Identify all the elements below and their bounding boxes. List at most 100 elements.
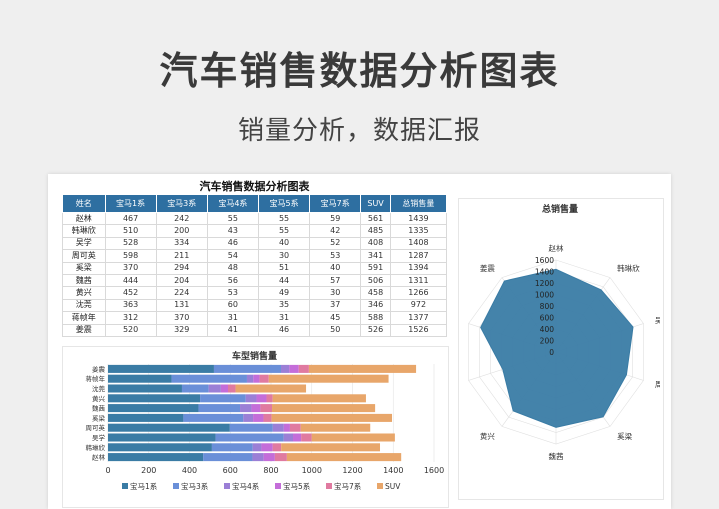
x-tick-label: 600	[223, 466, 238, 475]
value-cell: 53	[206, 286, 259, 300]
value-cell: 30	[257, 249, 311, 263]
bar-segment	[300, 423, 371, 432]
hero-subtitle: 销量分析，数据汇报	[237, 116, 481, 146]
sheet-title: 汽车销售数据分析图表	[199, 180, 310, 193]
bar-segment	[213, 364, 281, 373]
radar-axis-label: 黄兴	[480, 431, 495, 441]
radar-chart: 0 200 400 600 800 1000 1200 1400 1600 赵林韩琳欣吴学周可英奚…	[468, 243, 660, 461]
value-cell: 46	[257, 323, 311, 337]
value-cell: 467	[104, 211, 157, 226]
bar-segment	[261, 443, 273, 452]
value-cell: 520	[104, 323, 157, 337]
legend-swatch	[122, 483, 128, 489]
name-cell: 魏茜	[62, 273, 106, 288]
y-tick-label: 周可英	[86, 423, 106, 432]
value-cell: 54	[206, 249, 259, 263]
value-cell: 1311	[389, 273, 448, 288]
bar-segment	[283, 423, 290, 432]
bar-segment	[228, 384, 236, 393]
value-cell: 242	[155, 211, 208, 226]
value-cell: 510	[104, 224, 157, 238]
table-row: 黄兴 452 224 53 49 30 458 1266	[62, 286, 448, 300]
value-cell: 1335	[389, 224, 448, 238]
stacked-bar-chart: 0 200 400 600 800 1000 1200 1400 1600 赵林韩琳欣吴学周可英奚…	[86, 364, 444, 491]
bar-segment	[252, 453, 264, 462]
name-cell: 姜震	[62, 323, 106, 337]
radar-axis-label: 魏茜	[549, 451, 564, 461]
spreadsheet-panel: 汽车销售数据分析图表 姓名 宝马1系 宝马3系 宝马4系 宝马5系 宝马7系 S…	[48, 174, 671, 509]
name-cell: 蒋帧年	[62, 311, 106, 325]
table-row: 吴学 528 334 46 40 52 408 1408	[62, 236, 448, 251]
value-cell: 31	[257, 311, 311, 325]
value-cell: 370	[155, 311, 208, 325]
value-cell: 131	[155, 298, 208, 313]
table-row: 赵林 467 242 55 55 59 561 1439	[62, 211, 448, 226]
bar-segment	[253, 413, 264, 422]
value-cell: 224	[155, 286, 208, 300]
legend-swatch	[326, 483, 332, 489]
bar-segment	[272, 443, 282, 452]
column-header: 姓名	[62, 194, 106, 213]
bar-segment	[208, 384, 221, 393]
value-cell: 458	[360, 286, 391, 300]
column-header: 宝马7系	[309, 194, 362, 213]
bar-segment	[243, 413, 254, 422]
x-tick-label: 800	[263, 466, 278, 475]
legend-swatch	[275, 483, 281, 489]
bar-segment	[251, 404, 261, 413]
radial-tick-label: 800	[540, 302, 555, 311]
value-cell: 52	[309, 236, 362, 251]
y-tick-label: 奚梁	[92, 413, 106, 422]
value-cell: 48	[206, 261, 259, 275]
column-header: SUV	[360, 194, 391, 213]
legend-label: SUV	[385, 482, 401, 491]
name-cell: 赵林	[62, 211, 106, 226]
legend-label: 宝马3系	[181, 481, 209, 491]
bar-segment	[211, 443, 253, 452]
table-row: 魏茜 444 204 56 44 57 506 1311	[62, 273, 448, 288]
value-cell: 561	[360, 211, 391, 226]
value-cell: 1408	[389, 236, 448, 251]
y-tick-label: 赵林	[92, 453, 106, 462]
table-row: 奚梁 370 294 48 51 40 591 1394	[62, 261, 448, 275]
bar-segment	[263, 453, 275, 462]
bar-segment	[229, 423, 273, 432]
value-cell: 485	[360, 224, 391, 238]
value-cell: 55	[257, 224, 311, 238]
name-cell: 周可英	[62, 249, 106, 263]
value-cell: 30	[309, 286, 362, 300]
radar-axis-label: 周可英	[655, 379, 660, 389]
bar-segment	[260, 404, 273, 413]
value-cell: 312	[104, 311, 157, 325]
bar-segment	[183, 413, 244, 422]
bar-segment	[280, 364, 290, 373]
value-cell: 44	[257, 273, 311, 288]
value-cell: 341	[360, 249, 391, 263]
bar-segment	[108, 423, 230, 432]
y-tick-label: 蒋帧年	[86, 374, 106, 383]
bar-segment	[311, 433, 395, 442]
bar-segment	[203, 453, 253, 462]
y-tick-label: 姜震	[92, 364, 106, 373]
value-cell: 294	[155, 261, 208, 275]
radial-tick-label: 600	[540, 314, 555, 323]
legend-label: 宝马5系	[283, 481, 311, 491]
value-cell: 363	[104, 298, 157, 313]
radar-chart-title: 总销售量	[541, 205, 578, 215]
value-cell: 1394	[389, 261, 448, 275]
bar-segment	[108, 453, 204, 462]
bar-segment	[108, 404, 199, 413]
value-cell: 41	[206, 323, 259, 337]
value-cell: 1287	[389, 249, 448, 263]
bar-segment	[263, 413, 272, 422]
radial-tick-label: 200	[540, 337, 555, 346]
value-cell: 45	[309, 311, 362, 325]
bar-segment	[268, 374, 389, 383]
bar-segment	[171, 374, 247, 383]
radial-tick-label: 1200	[535, 279, 554, 288]
bar-segment	[108, 374, 172, 383]
value-cell: 40	[309, 261, 362, 275]
y-tick-label: 黄兴	[92, 394, 106, 403]
x-tick-label: 400	[182, 466, 197, 475]
radar-axis-label: 韩琳欣	[617, 263, 640, 273]
